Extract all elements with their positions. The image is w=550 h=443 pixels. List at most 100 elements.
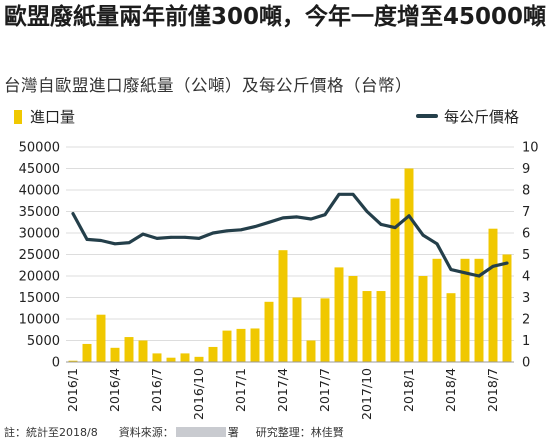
bar [166,357,176,362]
price-point [267,220,271,224]
y-left-tick-label: 10000 [19,313,60,328]
x-tick-label: 2018/7 [485,368,500,412]
x-tick-label: 2016/4 [107,368,122,412]
price-point [449,268,453,271]
bar [320,298,330,362]
price-point [505,261,509,265]
y-right-tick-label: 1 [522,334,530,349]
bar [96,314,106,362]
legend-line-label: 每公斤價格 [444,108,520,126]
price-point [295,215,299,219]
legend-bar-swatch [14,110,22,124]
bar [488,228,498,362]
y-right-tick-label: 9 [522,162,530,177]
y-left-tick-label: 15000 [19,291,60,306]
y-left-tick-label: 5000 [27,334,60,349]
bar [208,346,218,362]
bar [180,353,190,362]
x-tick-label: 2017/7 [317,368,332,412]
bar [152,353,162,362]
price-point [379,223,383,226]
bar [124,337,134,362]
bar [334,267,344,362]
price-point [127,241,131,245]
y-right-tick-label: 4 [522,270,530,285]
bar [418,276,428,362]
price-point [85,238,89,241]
price-point [463,271,467,275]
bar [278,250,288,362]
bar [82,343,92,362]
price-point [323,213,327,217]
footer-source-suffix: 署 [227,426,239,439]
price-point [407,214,411,218]
headline: 歐盟廢紙量兩年前僅300噸，今年一度增至45000噸 [4,4,547,30]
footer-research: 研究整理：林佳賢 [255,426,344,439]
price-point [477,274,481,278]
price-point [169,235,173,239]
price-point [351,192,355,196]
price-line [71,192,509,278]
price-point [141,232,145,236]
bar [264,301,274,362]
bar [432,258,442,362]
y-left-tick-label: 25000 [19,248,60,263]
y-right-tick-label: 7 [522,205,530,220]
price-point [71,212,75,216]
price-point [491,264,495,268]
bar [194,356,204,362]
bar [446,293,456,362]
bar [502,254,512,362]
price-point [113,242,117,246]
bar [236,328,246,362]
bar [348,276,358,362]
bar [110,347,120,362]
x-tick-label: 2018/1 [401,368,416,412]
price-point [99,239,103,242]
bar [474,258,484,362]
x-tick-label: 2017/10 [359,368,374,420]
price-point [211,231,215,235]
price-point [337,192,341,196]
y-right-tick-label: 10 [522,141,539,156]
x-tick-label: 2016/7 [149,368,164,412]
y-right-tick-label: 2 [522,313,530,328]
y-left-tick-label: 40000 [19,184,60,199]
x-tick-label: 2017/4 [275,368,290,412]
legend-bar-label: 進口量 [30,108,76,126]
bar [222,330,232,362]
footer-note: 註：統計至2018/8 [4,426,98,439]
price-point [309,217,313,221]
footer-source-label: 資料來源： [118,426,174,439]
redacted-block [175,427,226,437]
y-left-tick-label: 20000 [19,270,60,285]
bar [460,258,470,362]
price-point [155,236,159,240]
legend-line: 每公斤價格 [416,106,519,127]
x-tick-label: 2017/1 [233,368,248,412]
bar [362,291,372,362]
price-point [225,229,229,233]
bar [404,168,414,362]
legend-line-swatch [416,114,438,118]
y-left-tick-label: 50000 [19,141,60,156]
bar [138,340,148,362]
x-tick-label: 2018/4 [443,368,458,412]
price-point [365,210,369,213]
price-point [435,242,439,246]
y-right-tick-label: 8 [522,184,530,199]
price-point [393,226,397,230]
price-point [253,225,257,228]
price-point [281,216,285,220]
bar [292,297,302,362]
legend-bars: 進口量 [14,106,75,127]
y-left-tick-label: 35000 [19,205,60,220]
y-right-tick-label: 3 [522,291,530,306]
bar [250,328,260,362]
price-point [239,228,243,232]
price-point [183,235,187,239]
bar [68,360,78,362]
x-tick-label: 2016/10 [191,368,206,420]
